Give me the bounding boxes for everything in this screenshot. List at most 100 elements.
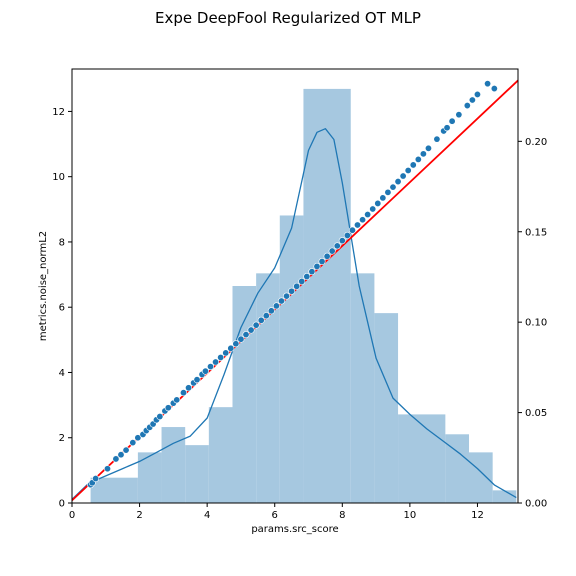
scatter-point [394, 178, 402, 186]
scatter-point [303, 273, 311, 281]
histogram-bar [90, 477, 138, 503]
scatter-point [257, 316, 265, 324]
scatter-point [484, 80, 492, 88]
scatter-point [212, 358, 220, 366]
y-left-tick-label: 2 [59, 433, 65, 444]
scatter-point [103, 465, 111, 473]
scatter-point [384, 188, 392, 196]
kde-curve-layer [71, 128, 517, 500]
x-tick-label: 6 [272, 510, 278, 521]
histogram-bar [469, 452, 493, 503]
scatter-point [490, 85, 498, 93]
x-axis-label: params.src_score [251, 524, 338, 535]
scatter-point [298, 277, 306, 285]
x-tick-label: 12 [471, 510, 484, 521]
scatter-point [374, 199, 382, 207]
scatter-point [424, 144, 432, 152]
scatter-point [247, 326, 255, 334]
scatter-point [328, 247, 336, 255]
scatter-point [193, 376, 201, 384]
y-right-tick-label: 0.10 [525, 318, 547, 329]
histogram-bar [208, 407, 233, 503]
scatter-point [242, 331, 250, 339]
y-right-tick-label: 0.20 [525, 137, 547, 148]
x-tick-label: 2 [136, 510, 142, 521]
chart-title: Expe DeepFool Regularized OT MLP [155, 9, 421, 27]
scatter-point [272, 302, 280, 310]
y-left-tick-label: 8 [59, 237, 65, 248]
y-right-tick-label: 0.00 [525, 499, 547, 510]
histogram-bar [256, 273, 280, 503]
scatter-point [277, 297, 285, 305]
x-tick-label: 4 [204, 510, 210, 521]
scatter-point [473, 90, 481, 98]
scatter-point [222, 349, 230, 357]
scatter-point [338, 237, 346, 245]
histogram-bar [398, 414, 446, 503]
scatter-point [348, 226, 356, 234]
scatter-point [283, 292, 291, 300]
y-left-tick-label: 6 [59, 303, 65, 314]
scatter-point [463, 102, 471, 110]
scatter-point [364, 211, 372, 219]
scatter-point [354, 221, 362, 229]
x-tick-label: 8 [339, 510, 345, 521]
scatter-point [313, 262, 321, 270]
scatter-point [134, 434, 142, 442]
histogram-bar [279, 215, 304, 503]
scatter-point [217, 353, 225, 361]
y-right-tick-label: 0.15 [525, 227, 547, 238]
scatter-point [112, 455, 120, 463]
y-left-tick-label: 4 [59, 368, 65, 379]
scatter-point [323, 252, 331, 260]
scatter-point [448, 117, 456, 125]
histogram-bar [185, 445, 209, 503]
histogram-bar [161, 427, 186, 503]
scatter-point [318, 258, 326, 266]
scatter-point [404, 166, 412, 174]
x-axis-ticks: 0 2 4 6 8 10 12 [69, 503, 484, 521]
scatter-point [207, 363, 215, 371]
scatter-point [443, 124, 451, 132]
scatter-point [232, 340, 240, 348]
histogram-bar [374, 313, 399, 503]
scatter-point [409, 161, 417, 169]
y-left-tick-label: 12 [52, 107, 65, 118]
scatter-point [227, 344, 235, 352]
y-left-tick-label: 10 [52, 172, 65, 183]
scatter-point [414, 155, 422, 163]
scatter-point [185, 384, 193, 392]
scatter-point [333, 242, 341, 250]
histogram [90, 88, 517, 504]
y-axis-label: metrics.noise_normL2 [38, 231, 49, 341]
scatter-point [359, 216, 367, 224]
kde-curve [71, 128, 517, 500]
scatter-point [262, 312, 270, 320]
x-tick-label: 10 [404, 510, 417, 521]
scatter-point [129, 439, 137, 447]
scatter-point [419, 150, 427, 158]
scatter-point [468, 96, 476, 104]
scatter-point [173, 396, 181, 404]
scatter-points [87, 80, 498, 489]
y-right-tick-label: 0.05 [525, 408, 547, 419]
scatter-point [122, 446, 130, 454]
histogram-bar [303, 88, 351, 504]
scatter-point [433, 135, 441, 143]
scatter-point [389, 183, 397, 191]
x-tick-label: 0 [69, 510, 75, 521]
scatter-point [201, 367, 209, 375]
histogram-bar [232, 286, 257, 503]
scatter-point [379, 194, 387, 202]
scatter-point [343, 231, 351, 239]
y-left-tick-label: 0 [59, 499, 65, 510]
plot-frame [71, 68, 519, 504]
y-axis-left-ticks: 0 2 4 6 8 10 12 [52, 107, 72, 510]
scatter-point [455, 111, 463, 119]
scatter-point [399, 172, 407, 180]
scatter-point [117, 451, 125, 459]
scatter-point [308, 268, 316, 276]
scatter-point [267, 307, 275, 315]
scatter-point [180, 389, 188, 397]
scatter-point [252, 321, 260, 329]
